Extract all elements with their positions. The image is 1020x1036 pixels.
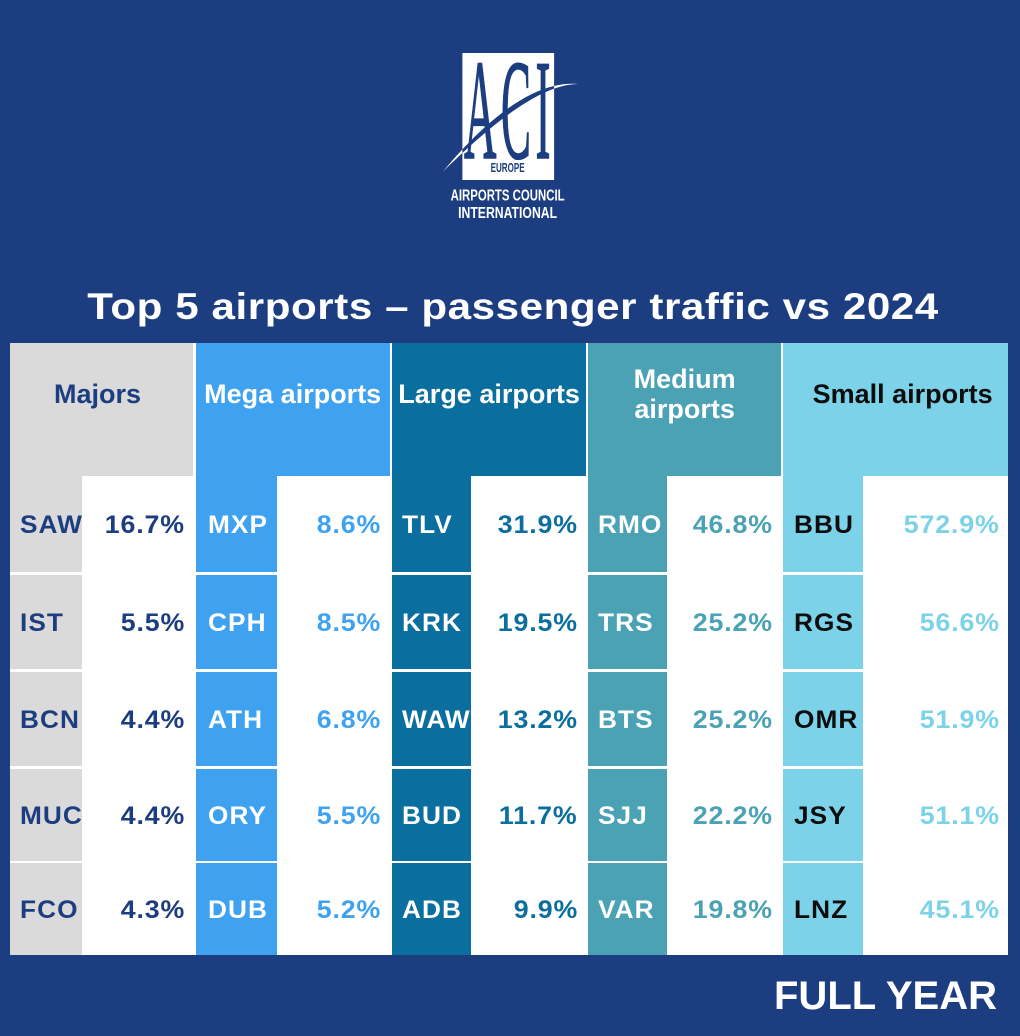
svg-text:EUROPE: EUROPE xyxy=(491,160,525,175)
svg-text:INTERNATIONAL: INTERNATIONAL xyxy=(458,205,557,222)
svg-text:AIRPORTS COUNCIL: AIRPORTS COUNCIL xyxy=(451,188,565,205)
